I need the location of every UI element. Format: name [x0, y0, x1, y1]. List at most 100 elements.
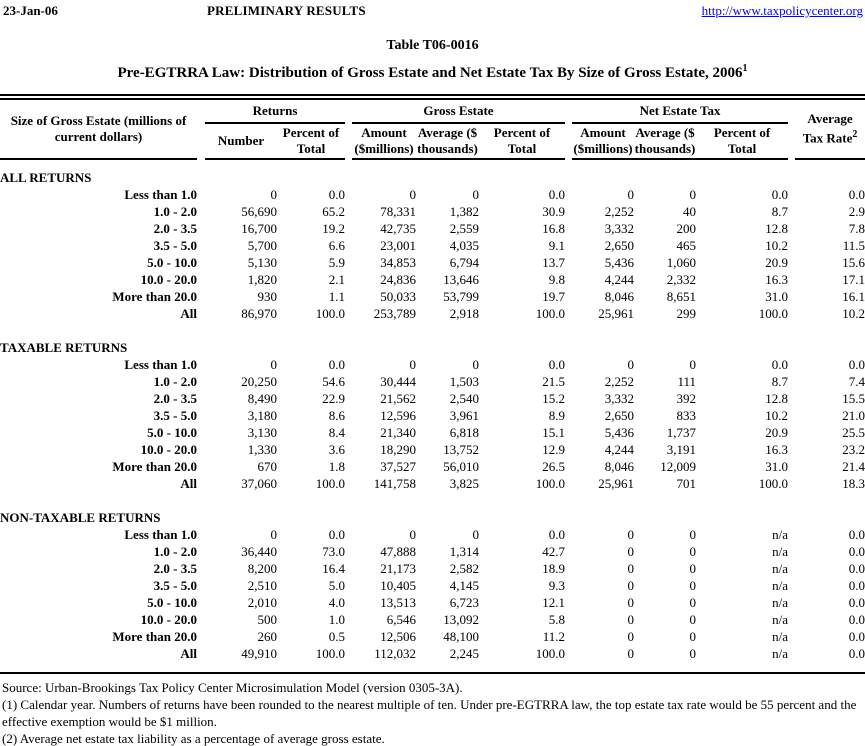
- cell-ge-pct: 0.0: [548, 187, 566, 202]
- cell-number: 16,700: [241, 221, 277, 236]
- cell-net-pct: 10.2: [765, 408, 789, 423]
- taxpolicycenter-link[interactable]: http://www.taxpolicycenter.org: [701, 3, 863, 18]
- cell-ge-amount: 0: [409, 187, 417, 202]
- section-header-row: TAXABLE RETURNS: [0, 339, 865, 356]
- column-spacer: [788, 543, 795, 560]
- column-spacer: [788, 390, 795, 407]
- group-header-row: Size of Gross Estate (millions of curren…: [0, 100, 865, 160]
- cell-ge-amount: 34,853: [380, 255, 416, 270]
- row-label: 5.0 - 10.0: [147, 595, 197, 610]
- section-header-row: ALL RETURNS: [0, 159, 865, 186]
- cell-ge-amount: 42,735: [380, 221, 416, 236]
- cell-ge-pct: 100.0: [535, 306, 566, 321]
- column-spacer: [565, 288, 572, 305]
- column-spacer: [345, 373, 352, 390]
- sub-header-row: Number Percent of Total Amount ($millions)…: [0, 123, 865, 160]
- cell-returns-pct: 0.0: [328, 187, 345, 202]
- cell-net-avg: 1,737: [666, 425, 697, 440]
- cell-ge-amount: 13,513: [380, 595, 416, 610]
- table-row: 10.0 - 20.0 1,820 2.1 24,836 13,646 9.8 4,244 2…: [0, 271, 865, 288]
- column-spacer: [345, 645, 352, 662]
- column-spacer: [345, 458, 352, 475]
- cell-ge-avg: 2,245: [449, 646, 479, 661]
- cell-net-pct: 31.0: [765, 289, 789, 304]
- column-spacer: [565, 526, 572, 543]
- cell-ge-pct: 15.1: [542, 425, 566, 440]
- meta-row: 23-Jan-06 PRELIMINARY RESULTS http://www…: [0, 0, 865, 23]
- cell-ge-amount: 23,001: [380, 238, 416, 253]
- section-title: NON-TAXABLE RETURNS: [0, 510, 161, 525]
- cell-returns-pct: 0.0: [328, 527, 345, 542]
- cell-net-pct: 100.0: [758, 306, 789, 321]
- column-spacer: [197, 220, 205, 237]
- table-row: 2.0 - 3.5 16,700 19.2 42,735 2,559 16.8 3,332 2…: [0, 220, 865, 237]
- column-spacer: [197, 356, 205, 373]
- net-average-header: Average ($ thousands): [634, 123, 697, 160]
- cell-net-pct: n/a: [772, 578, 789, 593]
- cell-net-pct: 100.0: [758, 476, 789, 491]
- row-label: Less than 1.0: [124, 357, 197, 372]
- cell-net-pct: 16.3: [765, 442, 789, 457]
- cell-net-amount: 4,244: [604, 442, 635, 457]
- cell-avg-tax-rate: 15.6: [842, 255, 865, 270]
- cell-number: 5,700: [247, 238, 277, 253]
- column-spacer: [197, 628, 205, 645]
- cell-net-avg: 701: [676, 476, 697, 491]
- cell-ge-pct: 16.8: [542, 221, 566, 236]
- section-header-row: NON-TAXABLE RETURNS: [0, 509, 865, 526]
- cell-ge-amount: 21,173: [380, 561, 416, 576]
- cell-net-amount: 0: [627, 595, 635, 610]
- table-row: 2.0 - 3.5 8,490 22.9 21,562 2,540 15.2 3,332 39…: [0, 390, 865, 407]
- cell-net-amount: 0: [627, 646, 635, 661]
- column-spacer: [565, 271, 572, 288]
- cell-ge-pct: 9.3: [548, 578, 566, 593]
- ge-percent-header: Percent of Total: [479, 123, 566, 160]
- cell-ge-avg: 0: [472, 187, 480, 202]
- footnote-2: (2) Average net estate tax liability as …: [2, 731, 385, 746]
- cell-returns-pct: 65.2: [322, 204, 345, 219]
- cell-net-amount: 0: [627, 561, 635, 576]
- cell-ge-pct: 26.5: [542, 459, 566, 474]
- cell-number: 37,060: [241, 476, 277, 491]
- column-spacer: [565, 424, 572, 441]
- cell-avg-tax-rate: 7.4: [848, 374, 865, 389]
- cell-ge-amount: 6,546: [386, 612, 416, 627]
- column-spacer: [345, 441, 352, 458]
- cell-avg-tax-rate: 21.4: [842, 459, 865, 474]
- cell-ge-avg: 6,818: [449, 425, 479, 440]
- table-row: 10.0 - 20.0 1,330 3.6 18,290 13,752 12.9 4,244…: [0, 441, 865, 458]
- column-spacer: [788, 594, 795, 611]
- cell-number: 5,130: [247, 255, 277, 270]
- cell-net-avg: 0: [689, 629, 697, 644]
- cell-number: 0: [270, 357, 278, 372]
- cell-number: 260: [257, 629, 278, 644]
- cell-net-amount: 3,332: [604, 391, 635, 406]
- cell-ge-pct: 100.0: [535, 476, 566, 491]
- column-spacer: [345, 407, 352, 424]
- column-spacer: [197, 288, 205, 305]
- column-spacer: [345, 100, 352, 159]
- row-label: 5.0 - 10.0: [147, 425, 197, 440]
- cell-net-avg: 0: [689, 612, 697, 627]
- cell-net-pct: 0.0: [771, 357, 789, 372]
- cell-number: 49,910: [241, 646, 277, 661]
- column-spacer: [197, 254, 205, 271]
- column-spacer: [788, 475, 795, 492]
- row-label: 10.0 - 20.0: [140, 442, 197, 457]
- cell-ge-avg: 0: [472, 357, 480, 372]
- column-spacer: [197, 186, 205, 203]
- table-row: More than 20.0 260 0.5 12,506 48,100 11.2 0 0 n/…: [0, 628, 865, 645]
- table-row: 1.0 - 2.0 20,250 54.6 30,444 1,503 21.5 2,252 1…: [0, 373, 865, 390]
- cell-avg-tax-rate: 21.0: [842, 408, 865, 423]
- cell-net-amount: 0: [627, 544, 635, 559]
- table-row: 5.0 - 10.0 5,130 5.9 34,853 6,794 13.7 5,436 1,…: [0, 254, 865, 271]
- column-spacer: [345, 186, 352, 203]
- column-spacer: [345, 628, 352, 645]
- column-spacer: [345, 356, 352, 373]
- cell-avg-tax-rate: 0.0: [848, 527, 865, 542]
- cell-number: 0: [270, 527, 278, 542]
- cell-ge-amount: 112,032: [374, 646, 416, 661]
- cell-net-pct: n/a: [772, 629, 789, 644]
- table-row: More than 20.0 930 1.1 50,033 53,799 19.7 8,04…: [0, 288, 865, 305]
